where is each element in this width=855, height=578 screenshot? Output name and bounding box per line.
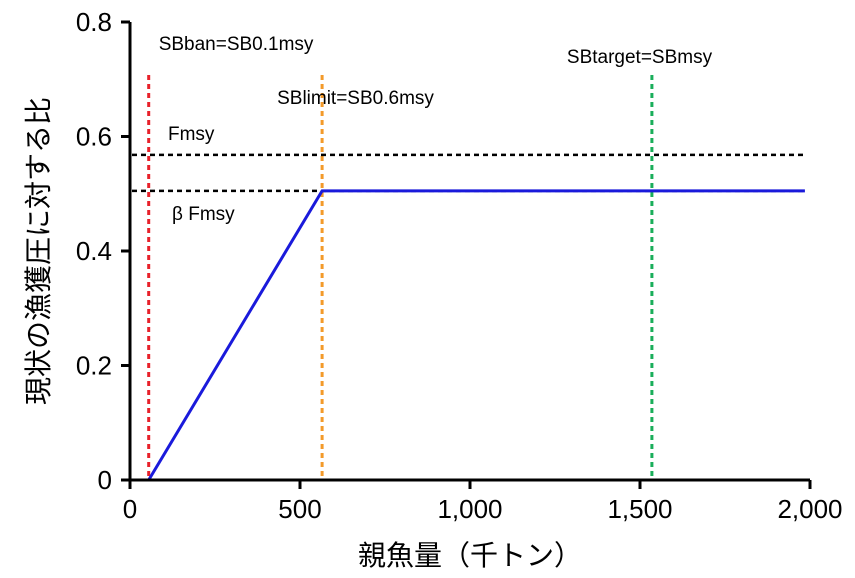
series <box>147 189 805 481</box>
x-axis-title: 親魚量（千トン） <box>358 539 582 572</box>
ref-line-label: SBban=SB0.1msy <box>159 34 314 55</box>
ref-line-label: β Fmsy <box>172 204 235 225</box>
x-tick-label: 1,500 <box>607 494 672 524</box>
y-tick-label: 0.2 <box>76 351 112 381</box>
reference-labels: SBban=SB0.1msy SBlimit=SB0.6msy SBtarget=S… <box>159 34 713 225</box>
y-tick-label: 0.4 <box>76 236 112 266</box>
y-tick-label: 0 <box>98 465 112 495</box>
series-line <box>147 189 805 481</box>
x-tick-label: 1,000 <box>437 494 502 524</box>
y-axis-title: 現状の漁獲圧に対する比 <box>22 97 55 405</box>
x-tick-label: 2,000 <box>777 494 842 524</box>
reference-lines <box>132 75 805 480</box>
ref-line-label: Fmsy <box>168 124 215 145</box>
y-tick-label: 0.6 <box>76 122 112 152</box>
ref-line-label: SBlimit=SB0.6msy <box>277 88 434 109</box>
y-tick-label: 0.8 <box>76 7 112 37</box>
x-tick-label: 500 <box>278 494 321 524</box>
x-tick-label: 0 <box>123 494 137 524</box>
y-axis-ticks: 0 0.2 0.4 0.6 0.8 <box>76 7 130 495</box>
x-axis-ticks: 0 500 1,000 1,500 2,000 <box>123 480 843 524</box>
ref-line-label: SBtarget=SBmsy <box>567 47 713 68</box>
